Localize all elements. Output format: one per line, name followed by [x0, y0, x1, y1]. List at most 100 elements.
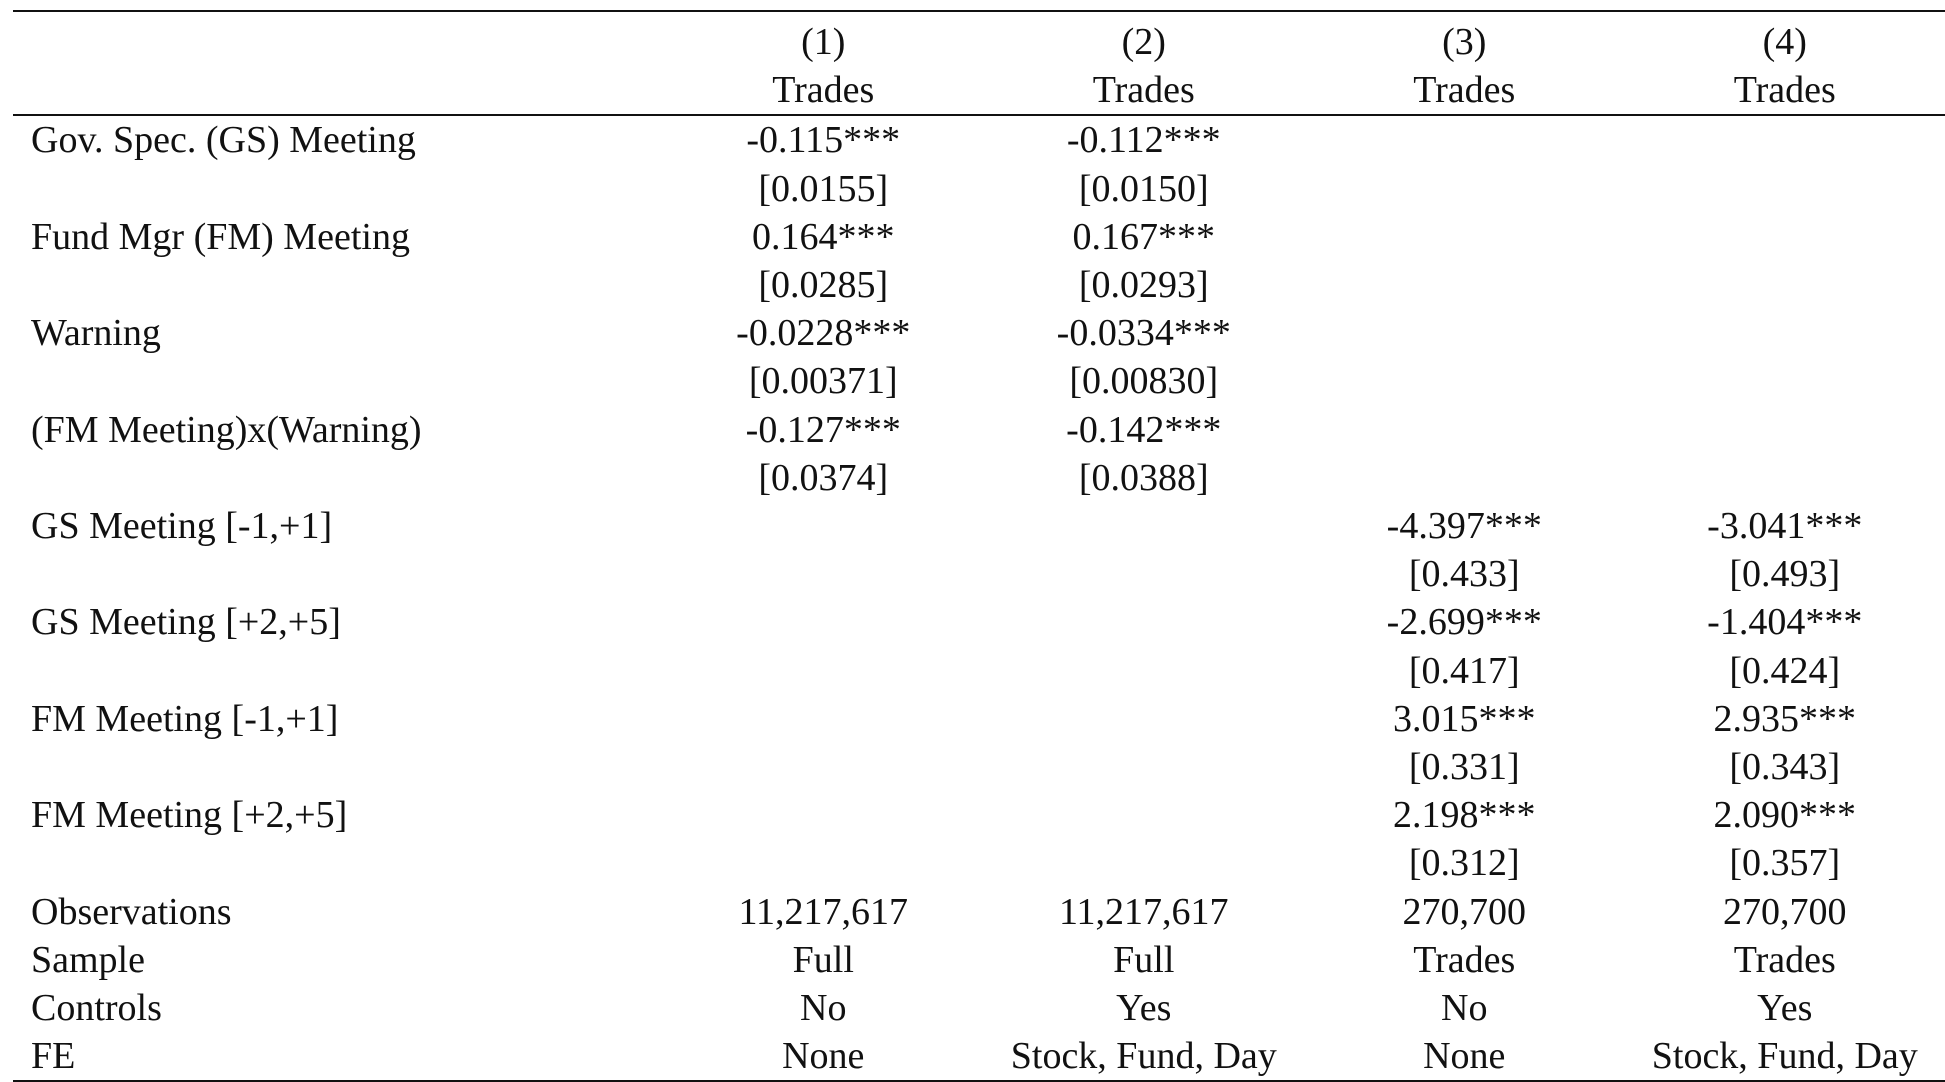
row-label — [13, 550, 663, 598]
table-cell — [663, 598, 984, 646]
table-cell: No — [1441, 987, 1488, 1030]
table-cell: 2.935*** — [1713, 697, 1857, 740]
table-cell — [663, 839, 984, 887]
table-cell: [0.0388] — [1078, 456, 1209, 499]
table-cell — [1304, 357, 1625, 405]
row-label — [13, 454, 663, 502]
table-cell: 270,700 — [1723, 890, 1847, 933]
row-label — [13, 357, 663, 405]
table-cell: 2.198*** — [1393, 794, 1536, 837]
table-cell: -1.404*** — [1707, 601, 1863, 644]
row-label: FM Meeting [-1,+1] — [31, 697, 339, 740]
table-body: Gov. Spec. (GS) Meeting -0.115*** -0.112**… — [13, 115, 1945, 1082]
table-cell: 0.167*** — [1072, 215, 1216, 258]
row-label: FE — [13, 1032, 663, 1082]
table-row: [0.331] [0.343] — [13, 743, 1945, 791]
dependent-variable-label: Trades — [983, 66, 1304, 117]
table-cell — [1304, 454, 1625, 502]
table-row: [0.0285] [0.0293] — [13, 261, 1945, 309]
table-cell: -0.112*** — [1066, 119, 1221, 162]
table-cell: Trades — [1733, 938, 1836, 981]
table-cell — [984, 598, 1305, 646]
table-cell — [663, 502, 984, 550]
table-row: [0.0374] [0.0388] — [13, 454, 1945, 502]
table-row: GS Meeting [+2,+5] -2.699*** -1.404*** — [13, 598, 1945, 646]
table-cell: Yes — [1116, 987, 1172, 1030]
table-cell: [0.433] — [1408, 553, 1520, 596]
column-number: (2) — [983, 9, 1304, 67]
table-cell: [0.312] — [1408, 842, 1520, 885]
table-cell: -0.115*** — [746, 119, 901, 162]
table-cell — [984, 647, 1305, 695]
table-cell: Stock, Fund, Day — [1624, 1032, 1945, 1082]
table-cell — [984, 550, 1305, 598]
table-cell: None — [663, 1032, 984, 1082]
table-cell — [1625, 406, 1945, 454]
row-label: Observations — [31, 890, 232, 933]
row-label: GS Meeting [-1,+1] — [31, 505, 333, 548]
table-row: [0.00371] [0.00830] — [13, 357, 1945, 405]
table-cell — [663, 791, 984, 839]
table-row: [0.417] [0.424] — [13, 647, 1945, 695]
table-cell: [0.0285] — [758, 264, 889, 307]
table-cell — [984, 743, 1305, 791]
row-label: Sample — [31, 938, 145, 981]
table-cell: [0.0155] — [758, 167, 889, 210]
table-cell — [1304, 213, 1625, 261]
table-row: Controls No Yes No Yes — [13, 984, 1945, 1032]
table-cell — [1625, 165, 1945, 213]
row-label — [13, 839, 663, 887]
table-cell — [663, 695, 984, 743]
table-cell: 2.090*** — [1713, 794, 1857, 837]
dependent-variable-label: Trades — [1304, 66, 1625, 117]
table-cell: -0.127*** — [745, 408, 901, 451]
row-label: Fund Mgr (FM) Meeting — [31, 215, 410, 258]
row-label — [13, 165, 663, 213]
table-cell: -0.0334*** — [1056, 312, 1231, 355]
table-cell: [0.424] — [1729, 649, 1841, 692]
row-label — [13, 261, 663, 309]
row-label: Gov. Spec. (GS) Meeting — [31, 119, 416, 162]
row-label — [13, 647, 663, 695]
column-number: (4) — [1624, 9, 1945, 67]
table-cell: Trades — [1413, 938, 1516, 981]
table-row: GS Meeting [-1,+1] -4.397*** -3.041*** — [13, 502, 1945, 550]
row-label: GS Meeting [+2,+5] — [31, 601, 341, 644]
table-row: FM Meeting [-1,+1] 3.015*** 2.935*** — [13, 695, 1945, 743]
table-cell: Full — [792, 938, 854, 981]
table-cell: [0.343] — [1729, 746, 1841, 789]
table-cell: [0.357] — [1729, 842, 1841, 885]
column-number-row: (1) (2) (3) (4) — [13, 9, 1945, 67]
column-number: (1) — [663, 9, 984, 67]
table-row: FE None Stock, Fund, Day None Stock, Fund, D… — [13, 1032, 1945, 1082]
table-cell — [1625, 261, 1945, 309]
table-cell: [0.331] — [1408, 746, 1520, 789]
table-cell: [0.0293] — [1078, 264, 1209, 307]
table-row: [0.312] [0.357] — [13, 839, 1945, 887]
table-cell — [663, 550, 984, 598]
table-cell: Full — [1113, 938, 1175, 981]
table-cell — [1625, 357, 1945, 405]
table-cell: -2.699*** — [1386, 601, 1542, 644]
row-label: (FM Meeting)x(Warning) — [31, 408, 422, 451]
table-cell — [1304, 165, 1625, 213]
table-cell: -0.142*** — [1066, 408, 1222, 451]
table-cell: 11,217,617 — [1058, 890, 1229, 933]
table-cell: Yes — [1757, 987, 1813, 1030]
table-cell: 11,217,617 — [738, 890, 909, 933]
table-cell: -4.397*** — [1386, 505, 1542, 548]
table-cell: [0.417] — [1408, 649, 1520, 692]
table-cell: -0.0228*** — [736, 312, 911, 355]
table-cell — [663, 647, 984, 695]
table-cell: None — [1304, 1032, 1625, 1082]
table-cell: [0.0374] — [758, 456, 889, 499]
table-row: [0.433] [0.493] — [13, 550, 1945, 598]
table-cell — [1625, 309, 1945, 357]
table-row: [0.0155] [0.0150] — [13, 165, 1945, 213]
table-cell: 0.164*** — [752, 215, 895, 258]
table-cell: Stock, Fund, Day — [983, 1032, 1304, 1082]
table-cell — [984, 791, 1305, 839]
table-row: Sample Full Full Trades Trades — [13, 936, 1945, 984]
table-cell: [0.0150] — [1078, 167, 1209, 210]
table-cell: [0.00830] — [1069, 360, 1219, 403]
